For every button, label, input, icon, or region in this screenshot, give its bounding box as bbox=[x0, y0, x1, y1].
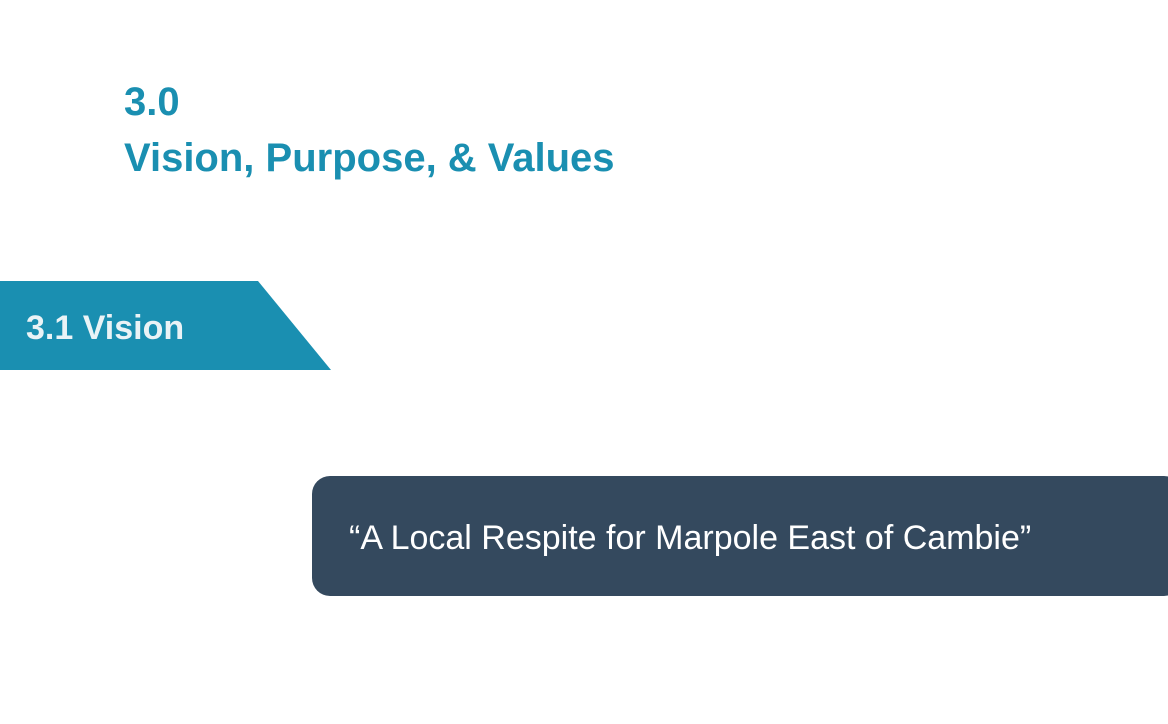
vision-statement: “A Local Respite for Marpole East of Cam… bbox=[349, 519, 1032, 557]
subsection-label: 3.1 Vision bbox=[26, 309, 185, 347]
section-heading: 3.0 Vision, Purpose, & Values bbox=[124, 74, 615, 186]
section-number: 3.0 bbox=[124, 80, 180, 124]
vision-quote-box: “A Local Respite for Marpole East of Cam… bbox=[312, 476, 1168, 596]
section-title: Vision, Purpose, & Values bbox=[124, 136, 615, 180]
subsection-banner: 3.1 Vision bbox=[0, 281, 331, 370]
